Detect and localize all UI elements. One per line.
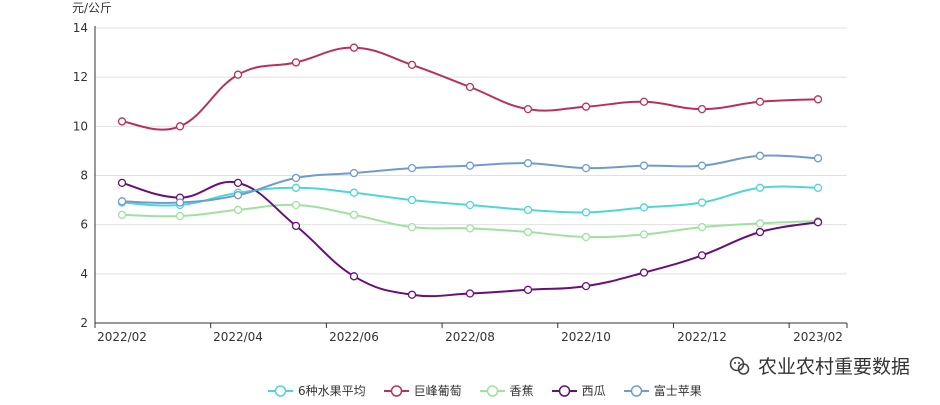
data-point[interactable] <box>291 173 301 183</box>
data-point[interactable] <box>523 285 533 294</box>
data-point[interactable] <box>697 222 707 232</box>
data-point[interactable] <box>755 219 765 228</box>
data-point[interactable] <box>697 251 707 260</box>
data-point[interactable] <box>639 161 649 170</box>
y-axis-unit: 元/公斤 <box>72 1 112 15</box>
data-point[interactable] <box>465 224 475 233</box>
data-point[interactable] <box>407 60 417 70</box>
data-point[interactable] <box>233 70 243 79</box>
data-point[interactable] <box>465 82 475 92</box>
legend-swatch <box>479 384 505 397</box>
data-point[interactable] <box>813 154 823 163</box>
data-point[interactable] <box>755 227 765 237</box>
data-point[interactable] <box>697 198 707 207</box>
data-point[interactable] <box>117 178 127 188</box>
data-point[interactable] <box>755 151 765 160</box>
data-point[interactable] <box>581 281 591 291</box>
legend-item[interactable]: 西瓜 <box>551 382 606 399</box>
data-point[interactable] <box>639 203 649 212</box>
legend: 6种水果平均 巨峰葡萄 香蕉 西瓜 富士苹果 <box>268 382 720 399</box>
data-point[interactable] <box>581 163 591 173</box>
data-point[interactable] <box>813 95 823 104</box>
data-point[interactable] <box>813 183 823 192</box>
legend-label: 富士苹果 <box>653 384 702 398</box>
data-point[interactable] <box>639 230 649 239</box>
data-point[interactable] <box>465 161 475 170</box>
x-tick-label: 2022/08 <box>445 330 495 344</box>
data-point[interactable] <box>407 290 417 299</box>
data-point[interactable] <box>175 122 185 131</box>
legend-label: 6种水果平均 <box>298 384 366 398</box>
x-tick-label: 2022/04 <box>213 330 263 344</box>
legend-swatch <box>383 384 409 397</box>
y-tick-label: 12 <box>73 70 88 84</box>
data-point[interactable] <box>407 195 417 205</box>
data-point[interactable] <box>581 208 591 217</box>
data-point[interactable] <box>523 159 533 168</box>
data-point[interactable] <box>117 197 127 206</box>
y-tick-label: 2 <box>80 316 88 330</box>
legend-item[interactable]: 6种水果平均 <box>268 382 366 399</box>
data-point[interactable] <box>349 188 359 197</box>
data-point[interactable] <box>291 183 301 192</box>
data-point[interactable] <box>117 117 127 126</box>
data-point[interactable] <box>581 102 591 111</box>
legend-item[interactable]: 香蕉 <box>479 382 534 399</box>
y-tick-label: 6 <box>80 218 88 232</box>
data-point[interactable] <box>407 222 417 232</box>
data-point[interactable] <box>233 191 243 200</box>
data-point[interactable] <box>465 289 475 298</box>
legend-item[interactable]: 富士苹果 <box>623 382 702 399</box>
data-point[interactable] <box>175 211 185 221</box>
legend-swatch <box>268 384 293 397</box>
y-tick-label: 8 <box>80 169 88 183</box>
data-point[interactable] <box>349 210 359 219</box>
legend-item[interactable]: 巨峰葡萄 <box>383 382 462 399</box>
data-point[interactable] <box>349 43 359 52</box>
data-point[interactable] <box>349 272 359 281</box>
watermark-text: 农业农村重要数据 <box>757 356 910 378</box>
x-tick-label: 2022/12 <box>677 330 727 344</box>
y-tick-label: 14 <box>73 21 88 35</box>
data-point[interactable] <box>813 218 823 227</box>
legend-label: 香蕉 <box>509 384 534 398</box>
data-point[interactable] <box>233 205 243 215</box>
data-point[interactable] <box>523 205 533 215</box>
legend-label: 西瓜 <box>581 384 606 398</box>
watermark: 农业农村重要数据 <box>728 352 910 379</box>
x-tick-label: 2022/02 <box>97 330 147 344</box>
y-tick-label: 10 <box>73 119 88 133</box>
data-point[interactable] <box>639 268 649 277</box>
data-point[interactable] <box>175 198 185 207</box>
data-point[interactable] <box>581 232 591 242</box>
data-point[interactable] <box>755 97 765 106</box>
data-point[interactable] <box>291 221 301 231</box>
data-point[interactable] <box>639 97 649 106</box>
data-point[interactable] <box>697 161 707 170</box>
data-point[interactable] <box>291 58 301 67</box>
data-point[interactable] <box>523 104 533 114</box>
data-point[interactable] <box>407 163 417 173</box>
data-point[interactable] <box>755 183 765 192</box>
x-tick-label: 2022/10 <box>561 330 611 344</box>
legend-swatch <box>623 384 649 397</box>
data-point[interactable] <box>117 210 127 219</box>
x-tick-label: 2022/06 <box>329 330 379 344</box>
data-point[interactable] <box>233 178 243 188</box>
data-point[interactable] <box>523 227 533 237</box>
y-tick-label: 4 <box>80 267 88 281</box>
data-point[interactable] <box>697 104 707 114</box>
legend-label: 巨峰葡萄 <box>413 384 462 398</box>
wechat-icon <box>729 356 750 375</box>
legend-swatch <box>551 384 577 397</box>
x-tick-label: 2023/02 <box>793 330 843 344</box>
data-point[interactable] <box>291 200 301 210</box>
data-point[interactable] <box>349 168 359 178</box>
data-point[interactable] <box>465 200 475 210</box>
